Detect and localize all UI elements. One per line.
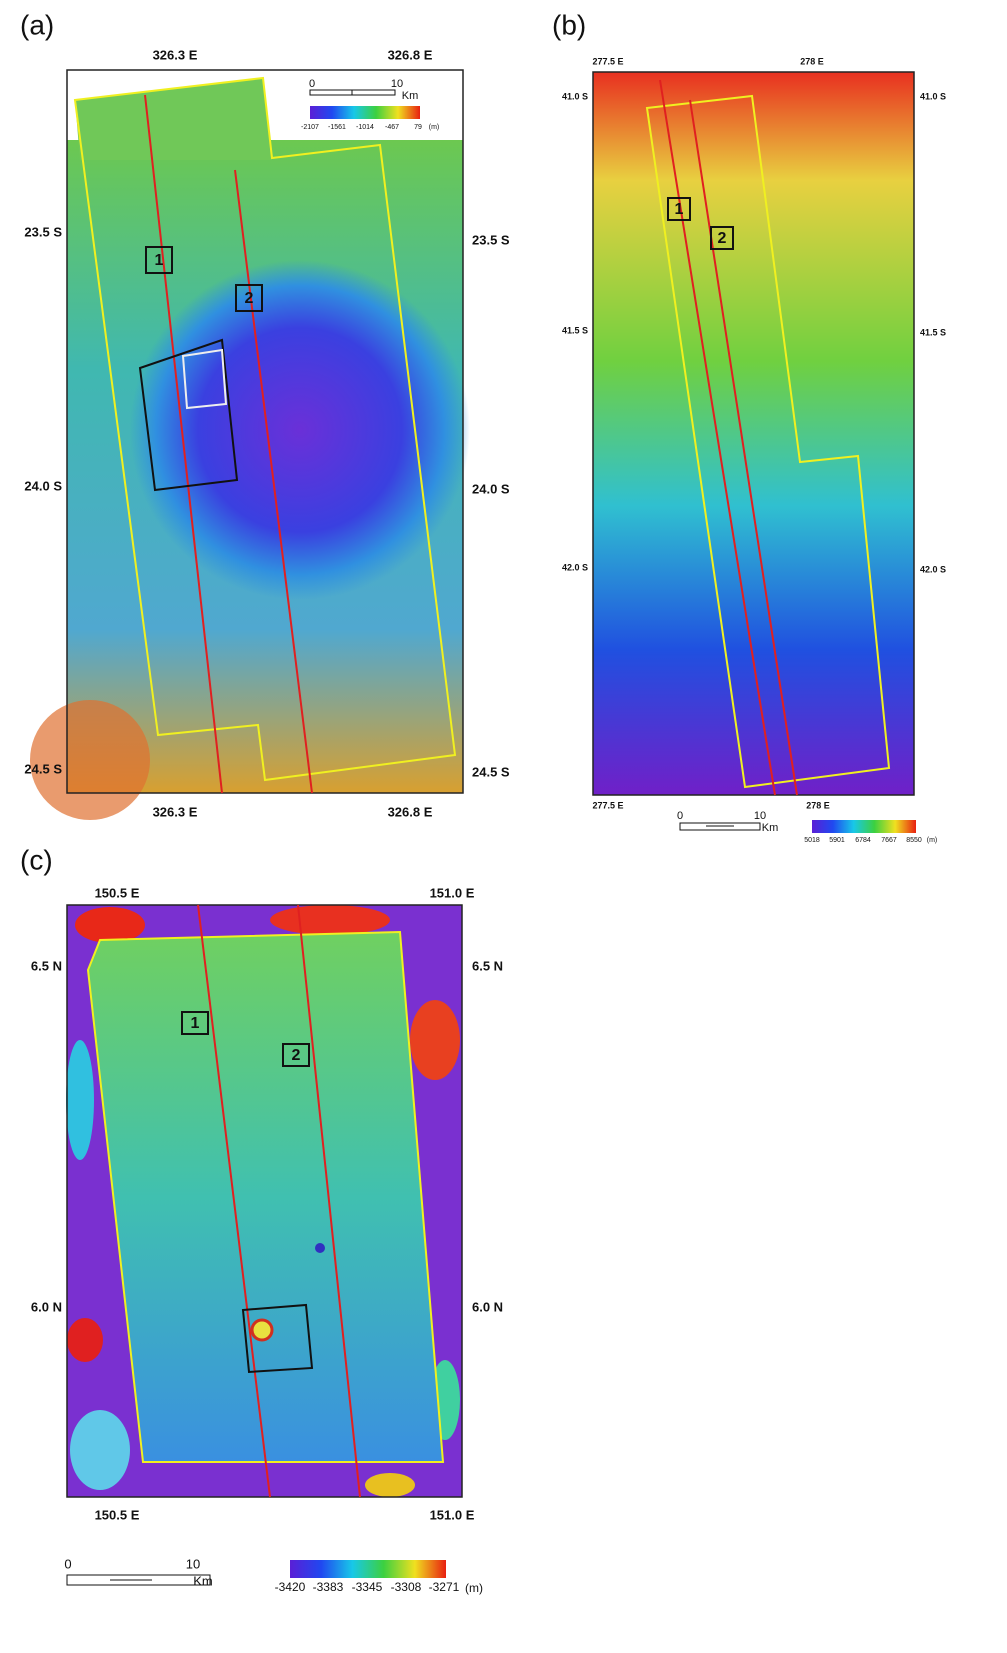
color-label: 79: [414, 124, 422, 131]
scale-label: 0: [309, 78, 315, 90]
tick-label: 278 E: [806, 800, 830, 810]
tick-label: 23.5 S: [24, 224, 62, 239]
site-label: 1: [155, 252, 164, 269]
site-label: 2: [292, 1047, 301, 1064]
tick-label: 41.5 S: [920, 327, 946, 337]
tick-label: 41.5 S: [562, 325, 588, 335]
tick-label: 151.0 E: [430, 885, 475, 900]
color-bar: [310, 106, 420, 119]
tick-label: 24.5 S: [472, 764, 510, 779]
tick-label: 24.0 S: [472, 481, 510, 496]
crater: [315, 1243, 325, 1253]
color-label: 5018: [804, 837, 820, 844]
tick-label: 278 E: [800, 56, 824, 66]
panel-b: (b) 1 2 277.5 E 278 E 277.5 E 278 E 41.0…: [552, 9, 946, 843]
footprint: [88, 932, 443, 1462]
panel-label: (c): [20, 844, 53, 875]
color-label: -3271: [429, 1580, 460, 1594]
color-label: -2107: [301, 124, 319, 131]
site-label: 2: [718, 230, 727, 247]
tick-label: 326.3 E: [153, 804, 198, 819]
map-strip: [75, 78, 272, 160]
color-label: -467: [385, 124, 399, 131]
terrain: [30, 700, 150, 820]
site-label: 1: [675, 201, 684, 218]
color-label: -3420: [275, 1580, 306, 1594]
scale-label: 0: [677, 810, 683, 822]
figure: (a) 1 2 326.3 E 326.8 E 326.3 E 326.8 E …: [0, 0, 1007, 1653]
color-unit: (m): [927, 837, 938, 844]
tick-label: 42.0 S: [920, 564, 946, 574]
tick-label: 41.0 S: [562, 91, 588, 101]
color-label: -3383: [313, 1580, 344, 1594]
tick-label: 6.0 N: [472, 1299, 503, 1314]
scale-label: 10: [754, 810, 766, 822]
tick-label: 42.0 S: [562, 562, 588, 572]
tick-label: 6.5 N: [472, 958, 503, 973]
tick-label: 151.0 E: [430, 1507, 475, 1522]
scale-bar: 0 10 Km: [64, 1556, 212, 1588]
color-label: -3345: [352, 1580, 383, 1594]
color-label: 8550: [906, 837, 922, 844]
tick-label: 41.0 S: [920, 91, 946, 101]
tick-label: 326.8 E: [388, 47, 433, 62]
color-bar: [812, 820, 916, 833]
panel-label: (b): [552, 9, 586, 40]
crater: [252, 1320, 272, 1340]
color-label: -1561: [328, 124, 346, 131]
color-label: -1014: [356, 124, 374, 131]
tick-label: 24.5 S: [24, 761, 62, 776]
scale-bar: 0 10 Km: [309, 78, 418, 102]
color-label: 6784: [855, 837, 871, 844]
tick-label: 326.8 E: [388, 804, 433, 819]
tick-label: 23.5 S: [472, 232, 510, 247]
color-unit: (m): [429, 124, 440, 131]
scale-label: Km: [762, 822, 779, 834]
panel-c: (c) 1 2 150.5 E 151.0 E 150.5 E 151.0 E …: [20, 844, 503, 1595]
panel-a: (a) 1 2 326.3 E 326.8 E 326.3 E 326.8 E …: [20, 9, 510, 820]
scale-label: Km: [193, 1573, 213, 1588]
color-label: -3308: [391, 1580, 422, 1594]
scale-label: 10: [391, 78, 403, 90]
tick-label: 150.5 E: [95, 1507, 140, 1522]
color-bar: [290, 1560, 446, 1578]
color-unit: (m): [465, 1581, 483, 1595]
site-label: 1: [191, 1015, 200, 1032]
tick-label: 6.0 N: [31, 1299, 62, 1314]
tick-label: 277.5 E: [592, 800, 623, 810]
color-label: 5901: [829, 837, 845, 844]
color-label: 7667: [881, 837, 897, 844]
map: [593, 72, 914, 795]
tick-label: 277.5 E: [592, 56, 623, 66]
scale-label: 10: [186, 1556, 200, 1571]
tick-label: 24.0 S: [24, 478, 62, 493]
scale-label: Km: [402, 90, 419, 102]
panel-label: (a): [20, 9, 54, 40]
tick-label: 150.5 E: [95, 885, 140, 900]
scale-label: 0: [64, 1556, 71, 1571]
tick-label: 326.3 E: [153, 47, 198, 62]
site-label: 2: [245, 290, 254, 307]
scale-bar: 0 10 Km: [677, 810, 778, 834]
tick-label: 6.5 N: [31, 958, 62, 973]
